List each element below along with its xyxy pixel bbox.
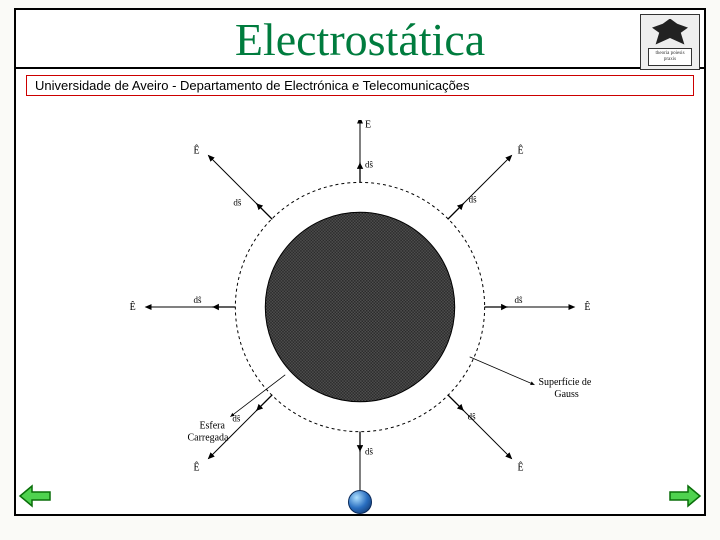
gauss-label-2: Gauss [554, 389, 578, 400]
svg-text:dŝ: dŝ [469, 194, 477, 204]
subtitle-text: Universidade de Aveiro - Departamento de… [35, 78, 470, 93]
svg-text:Ê: Ê [193, 462, 199, 474]
gauss-label-pointer [470, 357, 535, 385]
next-button[interactable] [666, 484, 702, 508]
svg-text:dŝ: dŝ [232, 414, 240, 424]
svg-text:Ê: Ê [193, 144, 199, 156]
svg-text:Ê: Ê [584, 301, 590, 313]
svg-text:Ê: Ê [365, 120, 371, 131]
slide-title: Electrostática theoria poiesispraxis [16, 10, 704, 69]
gauss-label-1: Superfície de [538, 377, 591, 388]
sphere-label-pointer [230, 375, 285, 417]
svg-text:dŝ: dŝ [468, 412, 476, 422]
svg-text:Ê: Ê [518, 144, 524, 156]
university-logo: theoria poiesispraxis [640, 14, 700, 70]
prev-button[interactable] [18, 484, 54, 508]
subtitle-bar: Universidade de Aveiro - Departamento de… [26, 75, 694, 96]
svg-text:dŝ: dŝ [515, 295, 523, 305]
diagram-svg: dŝ Ê dŝ Ê dŝ Ê dŝ Ê dŝ [16, 120, 704, 514]
eagle-icon [652, 19, 688, 45]
svg-text:dŝ: dŝ [365, 159, 373, 169]
slide-frame: Electrostática theoria poiesispraxis Uni… [14, 8, 706, 516]
gauss-sphere-diagram: dŝ Ê dŝ Ê dŝ Ê dŝ Ê dŝ [16, 120, 704, 514]
svg-text:dŝ: dŝ [193, 295, 201, 305]
charged-sphere [265, 212, 454, 401]
svg-text:Ê: Ê [518, 462, 524, 474]
sphere-label-2: Carregada [188, 433, 230, 444]
home-button[interactable] [348, 490, 372, 514]
svg-text:Ê: Ê [130, 301, 136, 313]
logo-motto: theoria poiesispraxis [648, 48, 692, 66]
svg-text:dŝ: dŝ [365, 447, 373, 457]
sphere-label-1: Esfera [199, 421, 225, 432]
svg-text:dŝ: dŝ [233, 197, 241, 207]
title-text: Electrostática [235, 14, 485, 65]
